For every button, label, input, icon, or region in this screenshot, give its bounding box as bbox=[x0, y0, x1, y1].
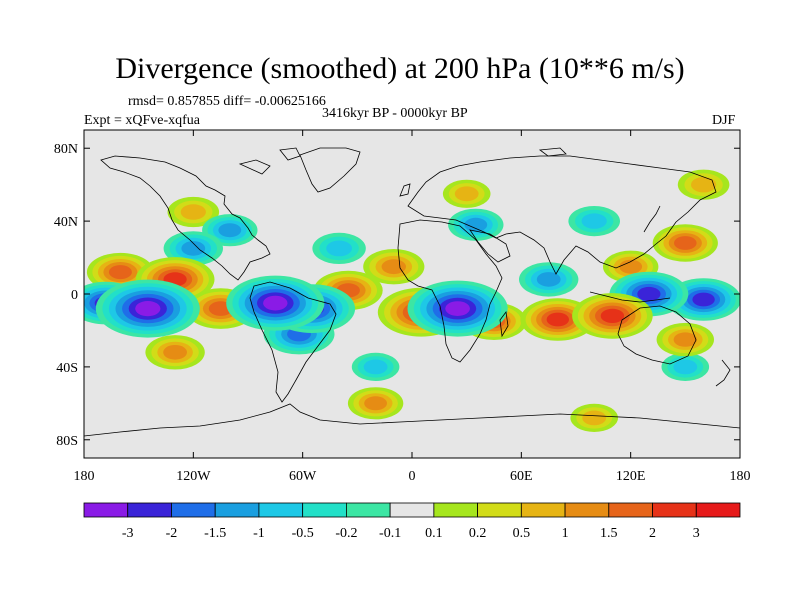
colorbar-label-4: -0.5 bbox=[292, 526, 314, 541]
field-contour-24-5 bbox=[692, 292, 715, 307]
field-contour-1-2 bbox=[363, 359, 388, 375]
coast-madagascar bbox=[499, 310, 509, 338]
colorbar: -3 -2 -1.5 -1 -0.5 -0.2 -0.1 0.1 0.2 0.5 1 1.5 2 3 bbox=[83, 502, 741, 541]
colorbar-box-1 bbox=[127, 502, 172, 518]
colorbar-label-13: 3 bbox=[693, 526, 700, 541]
colorbar-label-5: -0.2 bbox=[335, 526, 357, 541]
colorbar-box-3 bbox=[214, 502, 260, 518]
colorbar-box-4 bbox=[258, 502, 304, 518]
colorbar-box-10 bbox=[520, 502, 566, 518]
coast-antarctica bbox=[84, 403, 740, 437]
colorbar-box-8 bbox=[433, 502, 478, 518]
field-contour-32-6 bbox=[445, 301, 470, 316]
x-tick-label-2: 60W bbox=[289, 469, 317, 484]
y-tick-label-0: 80N bbox=[54, 142, 78, 157]
colorbar-box-6 bbox=[345, 502, 391, 518]
colorbar-label-1: -2 bbox=[166, 526, 178, 541]
field-contour-0-2 bbox=[673, 359, 698, 375]
coast-africa bbox=[397, 219, 503, 363]
field-contour-5-2 bbox=[180, 204, 206, 220]
colorbar-label-0: -3 bbox=[122, 526, 134, 541]
season-text: DJF bbox=[712, 113, 736, 128]
x-tick-label-6: 180 bbox=[730, 469, 751, 484]
field-contour-12-3 bbox=[673, 332, 697, 347]
field-layer bbox=[84, 169, 740, 432]
colorbar-label-8: 0.2 bbox=[469, 526, 487, 541]
y-tick-label-2: 0 bbox=[71, 288, 78, 303]
field-contour-3-2 bbox=[582, 410, 607, 426]
x-tick-label-4: 60E bbox=[510, 469, 533, 484]
field-contour-6-2 bbox=[691, 177, 717, 193]
colorbar-label-3: -1 bbox=[253, 526, 265, 541]
colorbar-box-13 bbox=[652, 502, 697, 518]
field-contour-33-6 bbox=[135, 301, 161, 317]
field-contour-18-4 bbox=[674, 236, 697, 250]
field-contour-11-3 bbox=[364, 396, 387, 411]
coast-eurasia bbox=[407, 155, 717, 275]
coast-greenland bbox=[299, 147, 361, 193]
field-contour-7-2 bbox=[326, 240, 352, 257]
colorbar-label-6: -0.1 bbox=[379, 526, 401, 541]
y-tick-label-4: 80S bbox=[56, 434, 78, 449]
y-tick-label-3: 40S bbox=[56, 361, 78, 376]
x-tick-label-3: 0 bbox=[409, 469, 416, 484]
coast-new-zealand bbox=[715, 359, 731, 387]
coast-uk bbox=[399, 183, 411, 197]
colorbar-label-7: 0.1 bbox=[425, 526, 443, 541]
field-contour-28-5 bbox=[600, 308, 625, 323]
colorbar-label-11: 1.5 bbox=[600, 526, 618, 541]
field-contour-14-3 bbox=[536, 272, 561, 287]
colorbar-label-2: -1.5 bbox=[204, 526, 226, 541]
period-text: 3416kyr BP - 0000kyr BP bbox=[322, 106, 468, 121]
axes: 180 120W 60W 0 60E 120E 180 80N 40N 0 40S 80S bbox=[54, 130, 751, 484]
colorbar-label-10: 1 bbox=[562, 526, 569, 541]
x-tick-label-0: 180 bbox=[74, 469, 95, 484]
field-contour-9-3 bbox=[464, 217, 488, 232]
coast-indonesia bbox=[589, 291, 671, 303]
colorbar-label-9: 0.5 bbox=[513, 526, 531, 541]
coast-north-america bbox=[100, 155, 271, 281]
coast-australia bbox=[617, 305, 697, 365]
field-contour-15-3 bbox=[163, 345, 188, 360]
colorbar-box-12 bbox=[608, 502, 653, 518]
chart-title: Divergence (smoothed) at 200 hPa (10**6 … bbox=[115, 52, 685, 85]
colorbar-box-9 bbox=[477, 502, 522, 518]
experiment-text: Expt = xQFve-xqfua bbox=[84, 113, 200, 128]
colorbar-box-7 bbox=[389, 502, 435, 518]
coast-japan bbox=[643, 205, 661, 233]
coast-south-america bbox=[249, 281, 337, 403]
field-contour-4-2 bbox=[581, 213, 607, 229]
colorbar-box-2 bbox=[171, 502, 216, 518]
field-contour-2-2 bbox=[454, 186, 479, 202]
coastlines bbox=[84, 147, 740, 437]
colorbar-box-0 bbox=[83, 502, 129, 518]
field-contour-8-3 bbox=[218, 223, 242, 238]
field-contour-31-6 bbox=[263, 295, 288, 311]
coast-arctic-islands bbox=[238, 147, 567, 175]
colorbar-label-12: 2 bbox=[649, 526, 656, 541]
colorbar-box-11 bbox=[564, 502, 610, 518]
x-tick-label-1: 120W bbox=[176, 469, 211, 484]
field-contour-25-5 bbox=[546, 312, 569, 327]
field-contour-26-5 bbox=[637, 286, 661, 302]
field-contour-13-3 bbox=[181, 241, 206, 256]
field-contour-19-4 bbox=[108, 265, 132, 280]
colorbar-box-14 bbox=[695, 502, 741, 518]
stats-text: rmsd= 0.857855 diff= -0.00625166 bbox=[128, 94, 326, 109]
coast-arabia bbox=[469, 229, 511, 263]
colorbar-box-5 bbox=[302, 502, 347, 518]
x-tick-label-5: 120E bbox=[616, 469, 646, 484]
y-tick-label-1: 40N bbox=[54, 215, 78, 230]
field-contour-10-3 bbox=[619, 259, 643, 274]
